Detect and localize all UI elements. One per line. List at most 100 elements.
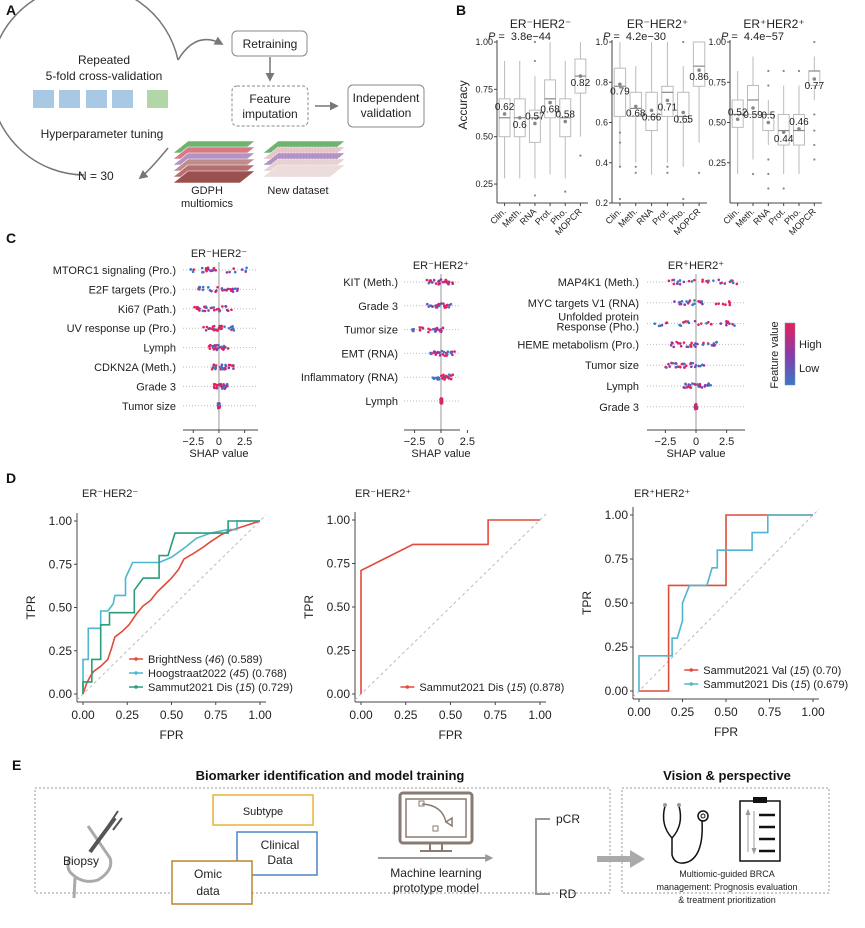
shap-point — [731, 322, 734, 326]
outlier-point — [697, 171, 701, 174]
mean-label: 0.57 — [525, 111, 545, 122]
x-axis-label: SHAP value — [666, 448, 725, 460]
shap-point — [683, 366, 686, 369]
panel-d-roc: ER⁻HER2⁻ 0.00 0.00 0.25 0.25 0.50 0.50 0.75 0.75… — [24, 488, 848, 742]
mean-label: 0.77 — [805, 81, 825, 92]
legend-key-dot — [134, 685, 138, 689]
diagonal-reference — [354, 513, 547, 701]
shap-point — [673, 300, 676, 303]
subtype-label: Subtype — [243, 806, 283, 818]
shap-point — [449, 377, 453, 381]
shap-point — [428, 328, 432, 332]
retraining-box — [231, 30, 308, 57]
shap-point — [690, 280, 694, 283]
mean-point — [781, 130, 786, 134]
shap-point — [438, 282, 441, 285]
shap-point — [434, 282, 438, 285]
x-tick-label: 0.50 — [160, 708, 184, 722]
mean-label: 0.5 — [761, 111, 775, 122]
shap-point — [678, 279, 682, 282]
box-RNA — [528, 109, 541, 143]
y-tick-label: 0.4 — [595, 158, 608, 168]
shap-point — [431, 327, 435, 331]
p-value-label: P = 3.8e−44 — [488, 31, 551, 43]
shap-point — [230, 308, 233, 312]
roc-curve-sammut2021-dis — [360, 519, 540, 694]
shap-point — [440, 400, 444, 404]
shap-point — [207, 327, 211, 331]
vision-line1: Multiomic-guided BRCA — [679, 869, 775, 879]
roc-subplot-2: ER⁻HER2⁺ 0.00 0.00 0.25 0.25 0.50 0.50 0.75 0.75… — [302, 488, 564, 742]
shap-point — [675, 365, 679, 369]
legend-title: Feature value — [769, 321, 781, 388]
shap-point — [678, 342, 682, 345]
shap-point — [683, 362, 686, 366]
shap-subplot-2: ER⁻HER2⁺ KIT (Meth.) Grade 3 Tumor size EMT … — [301, 260, 475, 460]
mean-point — [797, 127, 801, 131]
shap-point — [444, 278, 448, 282]
gdph-layer-stack-icon — [172, 140, 256, 184]
shap-point — [687, 279, 691, 283]
shap-point — [453, 350, 456, 353]
computer-monitor-icon — [398, 791, 474, 852]
imputation-box — [231, 85, 309, 127]
feature-label: Tumor size — [344, 325, 398, 337]
shap-point — [728, 322, 731, 325]
shap-legend: High Low Feature value — [769, 321, 822, 388]
cv-fold-3 — [86, 90, 107, 108]
shap-point — [721, 302, 725, 306]
omic-line1: Omic — [194, 867, 222, 881]
feature-label: Ki67 (Path.) — [118, 304, 176, 316]
panel-b-boxplots: ER⁻HER2⁻P = 3.8e−440.250.500.751.00Clin.… — [475, 17, 824, 237]
vision-line3: & treatment prioritization — [678, 895, 776, 905]
shap-point — [698, 385, 702, 388]
mean-point — [618, 82, 622, 87]
x-tick-label: −2.5 — [182, 436, 204, 448]
x-axis-label: FPR — [714, 725, 738, 739]
shap-point — [670, 361, 673, 365]
cv-folds — [33, 90, 168, 108]
shap-point — [215, 348, 219, 352]
section2-title: Vision & perspective — [663, 768, 791, 783]
y-tick-label: 0.50 — [49, 601, 73, 615]
shap-point — [692, 343, 696, 347]
mean-label: 0.71 — [658, 102, 678, 113]
mean-label: 0.52 — [728, 107, 748, 118]
cv-cycle-circle — [0, 0, 179, 176]
shap-point — [725, 323, 728, 327]
mean-point — [533, 121, 537, 126]
y-axis-label: TPR — [580, 591, 594, 615]
shap-point — [443, 304, 447, 308]
shap-point — [664, 365, 667, 369]
shap-point — [699, 364, 702, 368]
shap-point — [245, 266, 248, 270]
shap-point — [702, 364, 706, 367]
outlier-point — [813, 113, 816, 116]
shap-point — [725, 321, 729, 325]
shap-point — [698, 300, 702, 304]
shap-point — [680, 299, 684, 303]
shap-point — [691, 303, 694, 307]
shap-point — [684, 320, 687, 323]
shap-point — [690, 365, 693, 369]
x-axis-label: SHAP value — [411, 448, 470, 460]
y-tick-label: 0.00 — [49, 687, 73, 701]
feature-label: MYC targets V1 (RNA) — [528, 298, 639, 310]
shap-point — [427, 330, 430, 334]
shap-point — [707, 320, 710, 324]
shap-point — [220, 345, 224, 349]
shap-point — [432, 278, 436, 282]
shap-point — [653, 322, 657, 326]
shap-point — [689, 345, 693, 348]
panel-c-shap: ER⁻HER2⁻ MTORC1 signaling (Pro.) E2F targe… — [53, 248, 745, 460]
outlier-point — [618, 131, 622, 134]
x-tick-label: 1.00 — [248, 708, 272, 722]
shap-point — [207, 309, 210, 312]
y-tick-label: 1.00 — [49, 514, 73, 528]
mean-point — [735, 117, 740, 122]
shap-point — [682, 386, 686, 389]
feature-label: Lymph — [365, 396, 398, 408]
data-layer — [262, 164, 346, 178]
mean-label: 0.59 — [743, 110, 763, 121]
